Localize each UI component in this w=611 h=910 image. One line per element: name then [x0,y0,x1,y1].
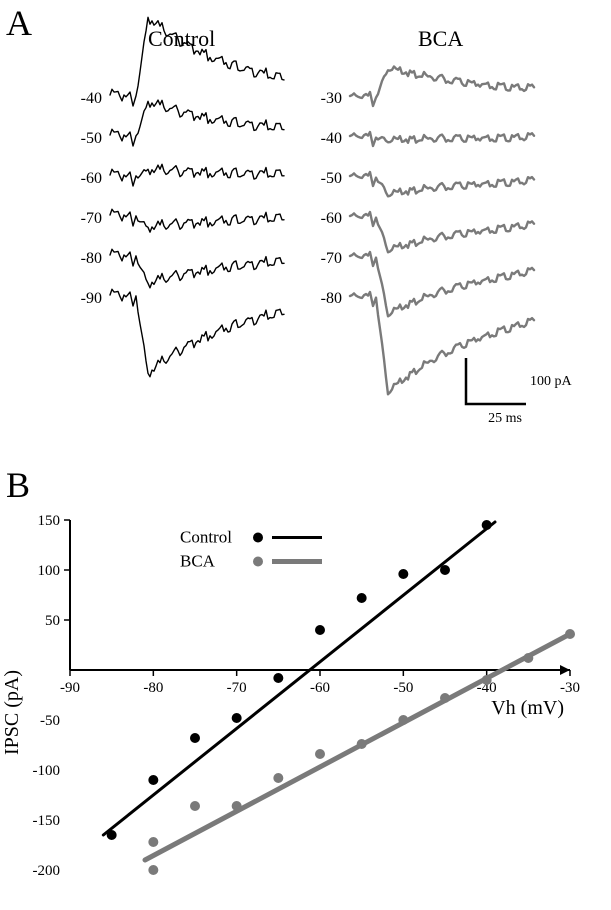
svg-text:-200: -200 [33,863,61,879]
svg-text:-150: -150 [33,813,61,829]
svg-text:-100: -100 [33,763,61,779]
svg-text:100 pA: 100 pA [530,374,573,389]
svg-text:Vh (mV): Vh (mV) [491,697,564,719]
svg-text:-40: -40 [81,90,102,107]
svg-text:-90: -90 [60,680,80,696]
svg-text:Control: Control [180,528,232,547]
svg-text:-50: -50 [40,713,60,729]
svg-text:100: 100 [38,563,61,579]
svg-text:-50: -50 [321,170,342,187]
svg-text:-50: -50 [393,680,413,696]
svg-text:50: 50 [45,613,60,629]
figure-root: A Control BCA -40-50-60-70-80-90-30-40-5… [0,0,611,899]
svg-text:-60: -60 [81,170,102,187]
svg-text:BCA: BCA [180,552,216,571]
svg-text:-80: -80 [143,680,163,696]
svg-text:-40: -40 [321,130,342,147]
svg-text:-70: -70 [227,680,247,696]
svg-text:-60: -60 [310,680,330,696]
svg-text:-50: -50 [81,130,102,147]
svg-text:150: 150 [38,513,61,529]
panel-a-traces: -40 -50 -60 -70 -80 -90 -30 -40 -50 -60 -70 -80 100 … [0,0,611,460]
svg-text:-80: -80 [81,250,102,267]
svg-text:-30: -30 [560,680,580,696]
svg-text:25 ms: 25 ms [488,411,522,426]
svg-text:-70: -70 [321,250,342,267]
svg-text:-80: -80 [321,290,342,307]
svg-text:-90: -90 [81,290,102,307]
svg-text:-30: -30 [321,90,342,107]
panel-b-chart: -90-80-70-60-50-40-30-200-150-100-505010… [0,490,611,910]
svg-text:IPSC (pA): IPSC (pA) [1,670,23,755]
svg-text:-60: -60 [321,210,342,227]
svg-text:-70: -70 [81,210,102,227]
